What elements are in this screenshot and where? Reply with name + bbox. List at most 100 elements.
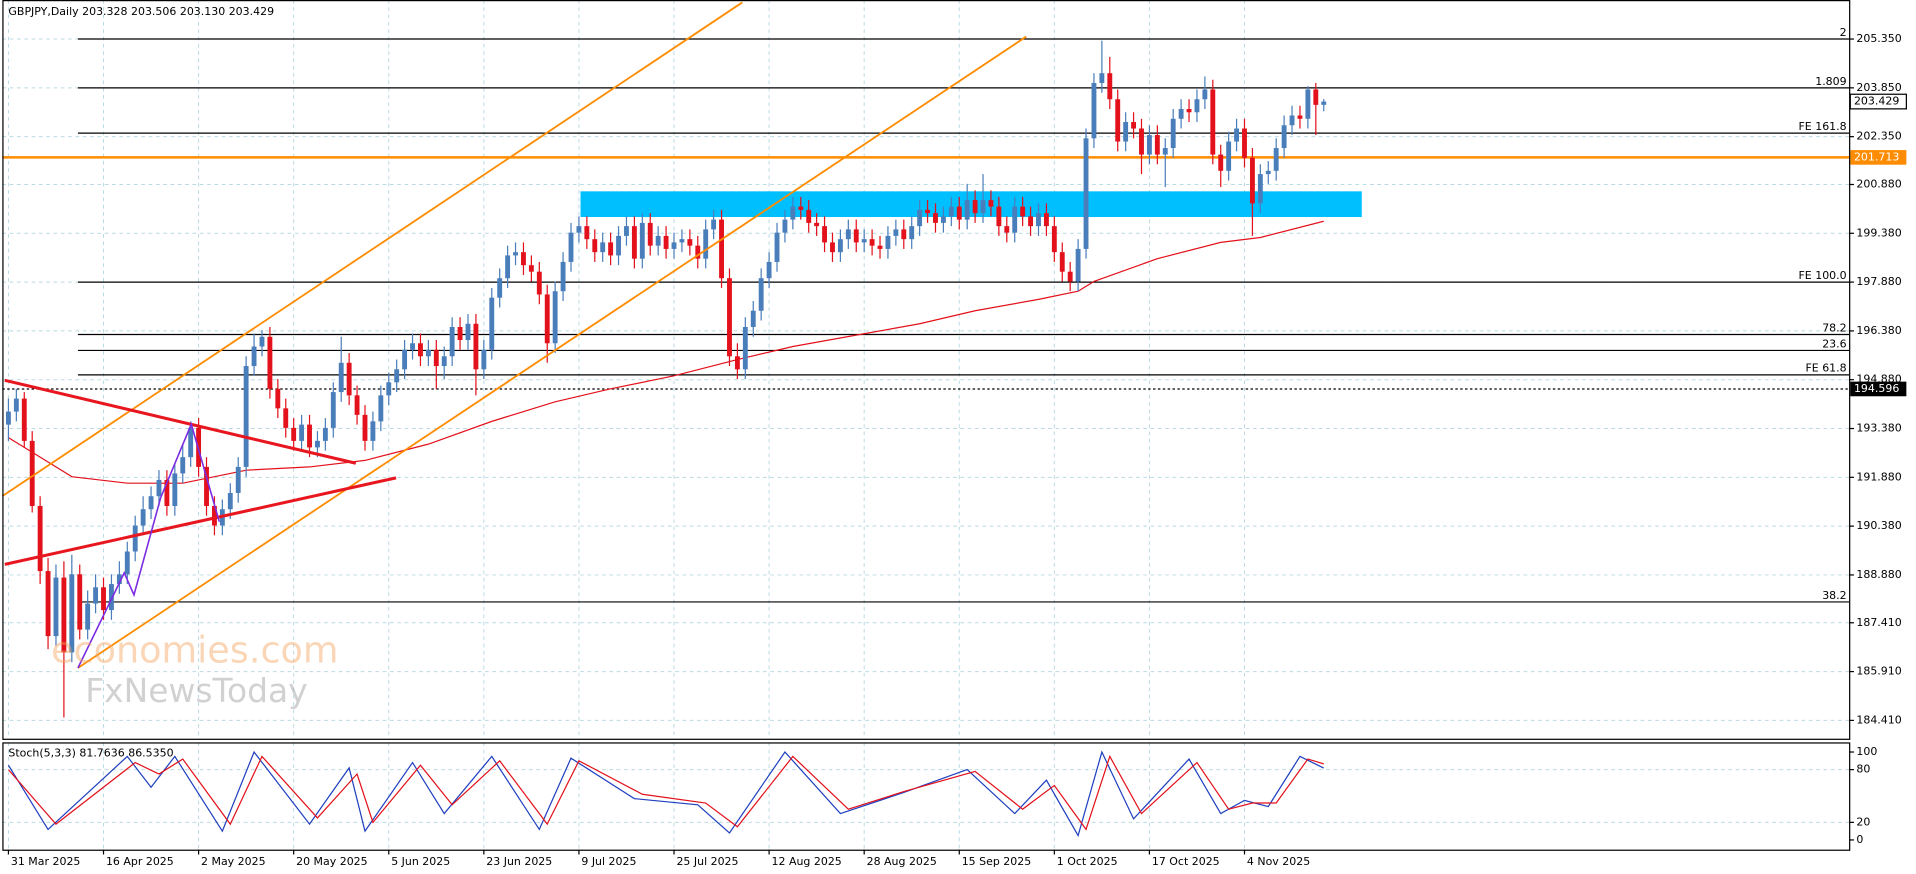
candle-body [1012,206,1018,233]
candle-body [172,473,178,506]
candle-body [93,587,99,604]
y-tick-label: 193.380 [1856,422,1901,435]
candle-body [655,235,661,246]
candle-body [291,427,297,441]
candle-body [536,271,542,295]
y-tick-label: 80 [1856,763,1870,776]
candle-body [362,414,368,441]
candle-body [425,349,431,357]
candle-body [901,229,907,240]
candle-body [402,349,408,370]
candle-body [861,239,867,243]
candle-body [5,411,11,425]
candle-body [45,571,51,637]
candle-body [608,242,614,256]
y-tick-label: 185.910 [1856,665,1901,678]
candle-body [956,206,962,220]
candle-body [1305,89,1311,119]
candle-body [1162,148,1168,155]
candle-body [798,206,804,210]
candle-body [845,229,851,240]
candle-body [378,395,384,422]
channel-line [77,35,1027,669]
y-tick-label: 188.880 [1856,568,1901,581]
candle-body [1289,115,1295,126]
candle-body [307,424,312,448]
candle-body [465,323,471,341]
candle-body [814,222,820,227]
candle-body [212,505,217,526]
candle-body [996,206,1002,227]
candle-body [734,356,740,370]
candle-body [330,392,336,428]
x-tick-label: 23 Jun 2025 [486,855,552,868]
candle-body [1043,213,1049,227]
candle-body [1242,128,1247,158]
candle-body [1099,73,1105,83]
y-tick-label: 205.350 [1856,32,1901,45]
candle-body [1154,135,1160,155]
candle-body [853,229,859,243]
candle-body [69,574,75,653]
x-tick-label: 25 Jul 2025 [676,855,738,868]
x-tick-label: 5 Jun 2025 [391,855,450,868]
stoch-title: Stoch(5,3,3) 81.7636 86.5350 [8,746,173,759]
candle-body [624,226,629,236]
candle-body [1186,109,1192,113]
candle-body [267,336,273,389]
open: 203.328 [82,5,127,18]
candle-body [140,509,146,526]
candle-body [116,574,122,585]
candle-body [457,327,463,341]
candle-body [980,200,986,214]
x-tick-label: 9 Jul 2025 [581,855,636,868]
candle-body [235,466,241,493]
candle-body [29,440,35,506]
candle-body [497,278,503,298]
candle-body [481,349,487,370]
candle-body [386,382,392,396]
candle-body [695,245,701,259]
price-box [1850,381,1907,397]
y-tick-label: 199.380 [1856,226,1901,239]
x-tick-label: 1 Oct 2025 [1057,855,1118,868]
candle-body [600,242,606,253]
y-tick-label: 202.350 [1856,130,1901,143]
candle-body [132,525,138,552]
candle-body [1146,135,1152,155]
candle-body [148,496,154,510]
x-tick-label: 2 May 2025 [201,855,266,868]
candle-body [1059,252,1065,272]
candle-body [790,206,796,220]
level-label: 2 [1840,26,1847,39]
y-tick-label: 190.380 [1856,519,1901,532]
candle-body [885,235,891,249]
candle-body [1139,128,1144,155]
overlay: 205.350 203.850 202.350 200.880 199.380 197.8… [1798,26,1907,726]
candle-body [124,551,130,575]
y-tick-label: 196.380 [1856,324,1901,337]
candle-body [1265,170,1271,175]
candle-body [489,297,495,350]
candle-body [1218,154,1224,171]
stoch-d: 86.5350 [128,746,173,759]
low: 203.130 [180,5,225,18]
candle-body [275,388,281,409]
candle-body [108,584,114,611]
candle-body [1036,213,1041,227]
candle-body [909,226,915,240]
candle-body [13,398,19,412]
level-label: 23.6 [1822,337,1846,350]
trend-line [4,378,357,465]
candle-body [315,440,320,448]
candle-body [1083,138,1089,249]
candle-body [346,362,352,396]
candle-body [893,229,899,236]
candle-body [1107,73,1113,100]
candle-body [663,235,669,249]
price-label: 201.713 [1854,150,1899,163]
candle-body [394,369,400,383]
candle-body [21,398,27,441]
candle-body [1067,271,1073,282]
